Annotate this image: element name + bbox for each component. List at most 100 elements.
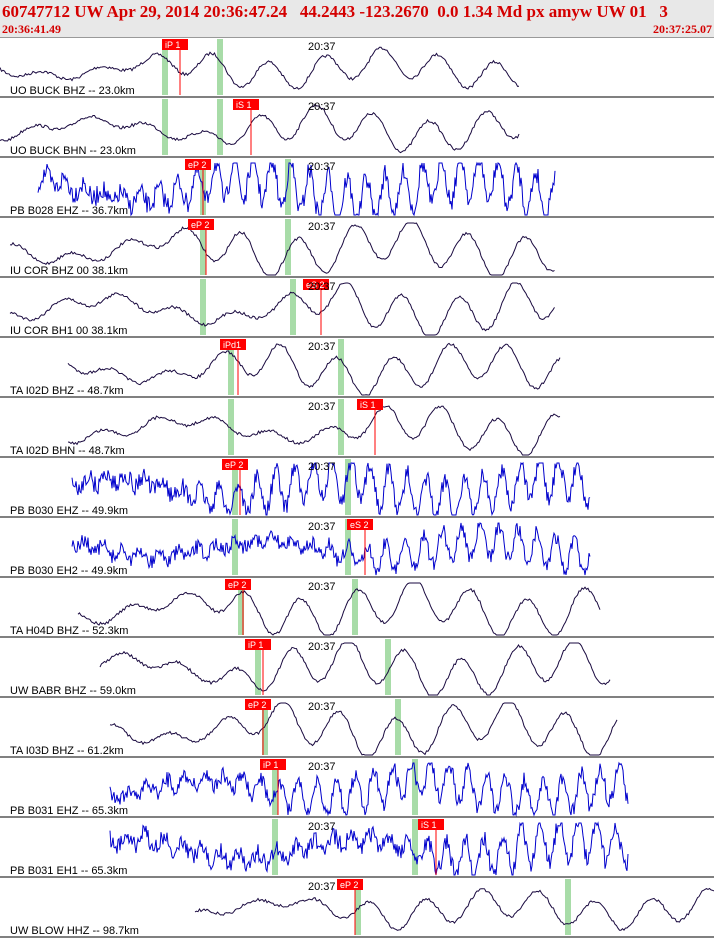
station-label: PB B031 EH1 -- 65.3km (10, 865, 127, 877)
pick-flag (185, 159, 211, 170)
p-window-marker (200, 279, 206, 335)
pick-flag (220, 339, 246, 350)
p-window-marker (232, 519, 238, 575)
pick-label: eP 2 (228, 580, 246, 590)
trace-row: eS 2 20:37 PB B030 EH2 -- 49.9km (0, 519, 714, 578)
station-label: IU COR BH1 00 38.1km (10, 325, 127, 337)
s-window-marker (217, 39, 223, 95)
s-window-marker (338, 339, 344, 395)
p-window-marker (272, 759, 278, 815)
p-window-marker (162, 99, 168, 155)
trace-row: eP 2 20:37 UW BLOW HHZ -- 98.7km (0, 879, 714, 938)
trace-row: eP 2 20:37 PB B028 EHZ -- 36.7km (0, 159, 714, 218)
pick-flag (337, 879, 363, 890)
pick-label: iS 1 (421, 820, 437, 830)
minute-label: 20:37 (308, 821, 336, 833)
pick-label: iP 1 (248, 640, 263, 650)
station-label: UO BUCK BHN -- 23.0km (10, 145, 136, 157)
pick-label: eP 2 (191, 220, 209, 230)
pick-label: iS 1 (360, 400, 376, 410)
pick-flag (357, 399, 383, 410)
trace-row: eP 2 20:37 TA I03D BHZ -- 61.2km (0, 699, 714, 758)
waveform (99, 642, 611, 696)
station-label: PB B030 EHZ -- 49.9km (10, 505, 128, 517)
start-time: 20:36:41.49 (2, 22, 61, 36)
trace-row: iS 1 20:37 TA I02D BHN -- 48.7km (0, 399, 714, 458)
s-window-marker (217, 99, 223, 155)
minute-label: 20:37 (308, 281, 336, 293)
s-window-marker (338, 399, 344, 455)
p-window-marker (355, 879, 361, 935)
pick-flag (188, 219, 214, 230)
waveform (77, 582, 601, 636)
station-label: UO BUCK BHZ -- 23.0km (10, 85, 135, 97)
p-window-marker (228, 399, 234, 455)
station-label: TA H04D BHZ -- 52.3km (10, 625, 128, 637)
p-window-marker (232, 459, 238, 515)
pick-label: eP 2 (340, 880, 358, 890)
waveform (71, 461, 591, 517)
trace-row: eP 2 20:37 PB B030 EHZ -- 49.9km (0, 459, 714, 518)
pick-flag (162, 39, 188, 50)
minute-label: 20:37 (308, 701, 336, 713)
pick-label: eP 2 (225, 460, 243, 470)
pick-flag (260, 759, 286, 770)
pick-flag (347, 519, 373, 530)
p-window-marker (200, 219, 206, 275)
minute-label: 20:37 (308, 581, 336, 593)
waveform (0, 46, 520, 90)
p-window-marker (272, 819, 278, 875)
trace-row: eS 220:37 IU COR BH1 00 38.1km (0, 279, 714, 338)
minute-label: 20:37 (308, 401, 336, 413)
pick-label: iS 1 (236, 100, 252, 110)
header-bar: 60747712 UW Apr 29, 2014 20:36:47.24 44.… (0, 0, 714, 38)
s-window-marker (290, 279, 296, 335)
trace-row: iP 1 20:37 UO BUCK BHZ -- 23.0km (0, 39, 714, 98)
waveform (9, 282, 555, 336)
minute-label: 20:37 (308, 41, 336, 53)
minute-label: 20:37 (308, 641, 336, 653)
s-window-marker (345, 459, 351, 515)
pick-flag (303, 279, 329, 290)
pick-label: iP 1 (165, 40, 180, 50)
p-window-marker (255, 639, 261, 695)
trace-row: iP 1 20:37 UW BABR BHZ -- 59.0km (0, 639, 714, 698)
seismogram-panel: iP 1 20:37 UO BUCK BHZ -- 23.0km iS 1 20:37 U… (0, 39, 714, 938)
s-window-marker (352, 579, 358, 635)
station-label: TA I03D BHZ -- 61.2km (10, 745, 124, 757)
trace-row: iP 1 20:37 PB B031 EHZ -- 65.3km (0, 759, 714, 818)
waveform (71, 522, 591, 576)
station-label: PB B031 EHZ -- 65.3km (10, 805, 128, 817)
pick-flag (225, 579, 251, 590)
minute-label: 20:37 (308, 101, 336, 113)
trace-row: eP 2 20:37 TA H04D BHZ -- 52.3km (0, 579, 714, 638)
s-window-marker (395, 699, 401, 755)
minute-label: 20:37 (308, 341, 336, 353)
minute-label: 20:37 (308, 161, 336, 173)
s-window-marker (385, 639, 391, 695)
s-window-marker (285, 219, 291, 275)
event-title: 60747712 UW Apr 29, 2014 20:36:47.24 44.… (2, 2, 668, 21)
pick-label: eS 2 (350, 520, 369, 530)
station-label: TA I02D BHZ -- 48.7km (10, 385, 124, 397)
waveform (109, 761, 629, 817)
waveform (9, 222, 555, 276)
p-window-marker (162, 39, 168, 95)
pick-label: eP 2 (188, 160, 206, 170)
s-window-marker (345, 519, 351, 575)
waveform (109, 702, 618, 756)
pick-label: iP 1 (263, 760, 278, 770)
pick-label: eP 2 (248, 700, 266, 710)
pick-flag (245, 639, 271, 650)
station-label: UW BLOW HHZ -- 98.7km (10, 925, 139, 937)
minute-label: 20:37 (308, 881, 336, 893)
minute-label: 20:37 (308, 461, 336, 473)
end-time: 20:37:25.07 (653, 22, 712, 36)
p-window-marker (228, 339, 234, 395)
station-label: PB B030 EH2 -- 49.9km (10, 565, 127, 577)
pick-flag (418, 819, 444, 830)
pick-flag (245, 699, 271, 710)
trace-row: iS 1 20:37 UO BUCK BHN -- 23.0km (0, 99, 714, 158)
waveform (67, 342, 561, 396)
pick-flag (222, 459, 248, 470)
